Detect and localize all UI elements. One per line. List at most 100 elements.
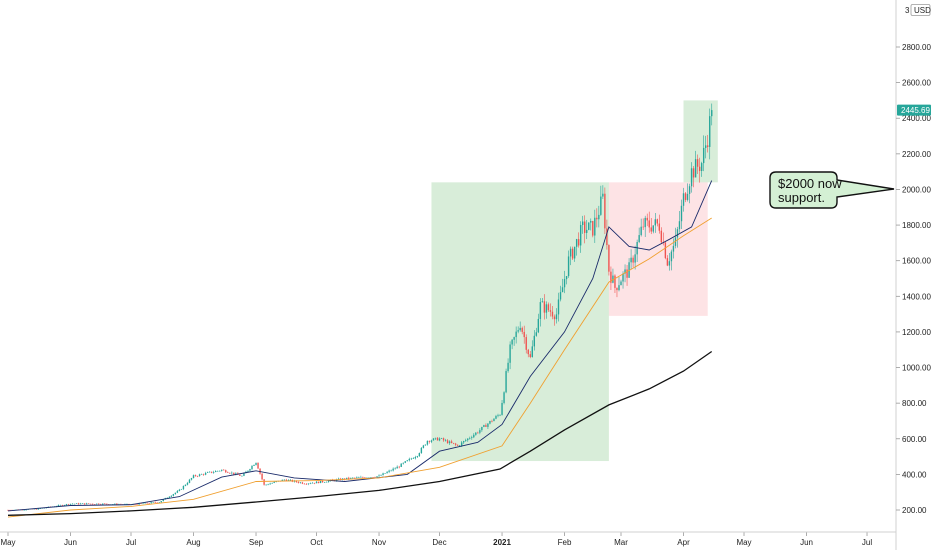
- candle-body: [543, 301, 546, 313]
- candle-body: [444, 440, 447, 441]
- candle-body: [394, 468, 396, 470]
- x-tick-label: Oct: [310, 538, 323, 547]
- candle-body: [140, 503, 142, 504]
- candle-body: [174, 492, 177, 495]
- candle-body: [106, 503, 108, 505]
- candle-body: [176, 490, 179, 493]
- candle-body: [485, 425, 487, 427]
- x-tick-label: Nov: [372, 538, 386, 547]
- candle-body: [69, 503, 72, 505]
- candle-body: [581, 221, 584, 225]
- candle-body: [618, 285, 620, 291]
- candle-body: [660, 230, 663, 243]
- candle-body: [172, 494, 175, 496]
- moving-average-1: [7, 217, 712, 518]
- candle-body: [652, 225, 654, 232]
- candle-body: [414, 457, 417, 459]
- candle-body: [463, 441, 465, 443]
- candle-body: [602, 193, 604, 197]
- candle-body: [386, 471, 388, 474]
- candle-body: [573, 246, 576, 259]
- zone-2: [683, 100, 718, 183]
- candle-body: [91, 503, 94, 505]
- candle-body: [509, 344, 511, 363]
- candle-body: [432, 438, 435, 441]
- candle-body: [247, 470, 249, 472]
- candle-body: [87, 503, 90, 504]
- candle-body: [481, 426, 483, 431]
- candle-body: [420, 447, 423, 454]
- candle-body: [604, 193, 606, 229]
- candle-body: [239, 474, 241, 476]
- candle-body: [384, 473, 386, 474]
- candle-body: [513, 337, 515, 340]
- y-tick-label: 400.00: [902, 470, 927, 479]
- candle-body: [315, 481, 318, 484]
- candle-body: [549, 310, 552, 312]
- candle-body: [586, 229, 588, 233]
- candle-body: [499, 414, 501, 416]
- candle-body: [702, 147, 705, 164]
- candle-body: [666, 258, 669, 266]
- candle-body: [676, 229, 679, 238]
- candle-body: [166, 497, 169, 499]
- candle-body: [559, 292, 562, 300]
- x-tick-label: Dec: [432, 538, 446, 547]
- candle-body: [303, 483, 306, 485]
- candle-body: [148, 503, 150, 504]
- moving-average-0: [7, 180, 713, 512]
- candle-body: [489, 420, 491, 424]
- candle-body: [190, 478, 193, 480]
- candle-body: [477, 432, 479, 434]
- x-tick-label: Jun: [800, 538, 813, 547]
- candle-body: [700, 163, 703, 171]
- candle-body: [154, 502, 156, 503]
- candle-body: [600, 196, 602, 215]
- candle-body: [527, 349, 529, 355]
- candle-body: [588, 222, 590, 230]
- y-tick-label: 1400.00: [902, 292, 931, 301]
- candle-body: [511, 339, 513, 345]
- candle-body: [253, 464, 255, 466]
- y-tick-label: 1000.00: [902, 364, 931, 373]
- candle-body: [25, 509, 27, 511]
- candle-body: [454, 443, 457, 445]
- candle-body: [684, 193, 687, 200]
- candle-body: [57, 505, 60, 507]
- candle-body: [346, 477, 348, 480]
- candle-body: [515, 331, 517, 338]
- candle-body: [402, 462, 404, 464]
- candle-body: [450, 441, 453, 443]
- candle-body: [152, 502, 154, 503]
- candle-body: [271, 482, 273, 484]
- candle-body: [590, 221, 592, 223]
- candle-body: [182, 485, 185, 490]
- candle-body: [396, 466, 398, 469]
- y-tick-label: 1800.00: [902, 221, 931, 230]
- candle-body: [547, 304, 550, 311]
- candle-body: [7, 510, 9, 511]
- candle-body: [424, 444, 427, 446]
- candle-body: [33, 508, 35, 510]
- candle-body: [200, 474, 203, 475]
- candle-body: [436, 437, 439, 441]
- candle-body: [100, 504, 102, 505]
- candle-body: [362, 476, 364, 478]
- candle-body: [704, 145, 707, 148]
- candle-body: [557, 299, 560, 315]
- candle-body: [483, 425, 485, 427]
- candle-body: [263, 479, 265, 485]
- candle-body: [96, 503, 98, 505]
- candle-body: [98, 503, 100, 505]
- candle-body: [235, 473, 237, 475]
- candle-body: [658, 223, 661, 231]
- currency-badge[interactable]: [910, 4, 931, 16]
- candle-body: [376, 476, 378, 478]
- zone-1: [608, 182, 708, 316]
- candle-body: [170, 495, 173, 497]
- candle-body: [533, 335, 535, 347]
- candle-body: [709, 116, 711, 147]
- candle-body: [63, 505, 66, 506]
